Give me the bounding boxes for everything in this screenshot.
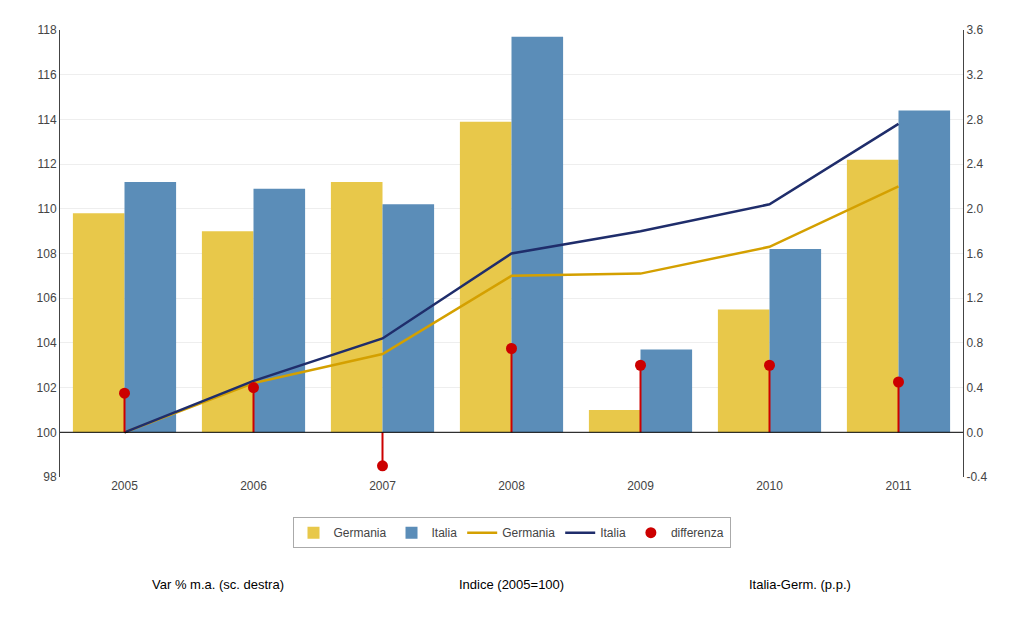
svg-text:3.2: 3.2 bbox=[966, 68, 983, 82]
svg-text:102: 102 bbox=[37, 381, 57, 395]
svg-text:Italia-Germ. (p.p.): Italia-Germ. (p.p.) bbox=[749, 577, 851, 592]
svg-text:-0.4: -0.4 bbox=[966, 470, 987, 484]
svg-text:108: 108 bbox=[37, 247, 57, 261]
svg-text:2009: 2009 bbox=[627, 479, 654, 493]
svg-text:2011: 2011 bbox=[886, 479, 912, 493]
svg-text:2008: 2008 bbox=[498, 479, 525, 493]
svg-text:1.6: 1.6 bbox=[966, 247, 983, 261]
svg-text:Italia: Italia bbox=[600, 526, 626, 540]
svg-text:2010: 2010 bbox=[756, 479, 783, 493]
svg-text:106: 106 bbox=[37, 291, 57, 305]
svg-text:100: 100 bbox=[37, 426, 57, 440]
svg-text:2006: 2006 bbox=[240, 479, 267, 493]
svg-text:98: 98 bbox=[43, 470, 57, 484]
svg-text:2007: 2007 bbox=[369, 479, 396, 493]
svg-text:differenza: differenza bbox=[671, 526, 724, 540]
svg-text:118: 118 bbox=[37, 23, 56, 37]
svg-text:3.6: 3.6 bbox=[966, 23, 983, 37]
svg-text:114: 114 bbox=[37, 113, 56, 127]
svg-text:116: 116 bbox=[37, 68, 56, 82]
svg-text:Indice (2005=100): Indice (2005=100) bbox=[459, 577, 564, 592]
svg-text:2.8: 2.8 bbox=[966, 113, 983, 127]
svg-text:2.0: 2.0 bbox=[966, 202, 983, 216]
svg-text:110: 110 bbox=[37, 202, 56, 216]
svg-text:2.4: 2.4 bbox=[966, 157, 983, 171]
svg-text:Italia: Italia bbox=[432, 526, 458, 540]
svg-text:2005: 2005 bbox=[111, 479, 138, 493]
svg-text:104: 104 bbox=[37, 336, 57, 350]
svg-text:Var % m.a. (sc. destra): Var % m.a. (sc. destra) bbox=[152, 577, 284, 592]
svg-text:0.8: 0.8 bbox=[966, 336, 983, 350]
svg-text:1.2: 1.2 bbox=[966, 291, 983, 305]
svg-text:Germania: Germania bbox=[334, 526, 387, 540]
svg-text:112: 112 bbox=[37, 157, 56, 171]
svg-text:Germania: Germania bbox=[502, 526, 555, 540]
svg-text:0.4: 0.4 bbox=[966, 381, 983, 395]
svg-text:0.0: 0.0 bbox=[966, 426, 983, 440]
